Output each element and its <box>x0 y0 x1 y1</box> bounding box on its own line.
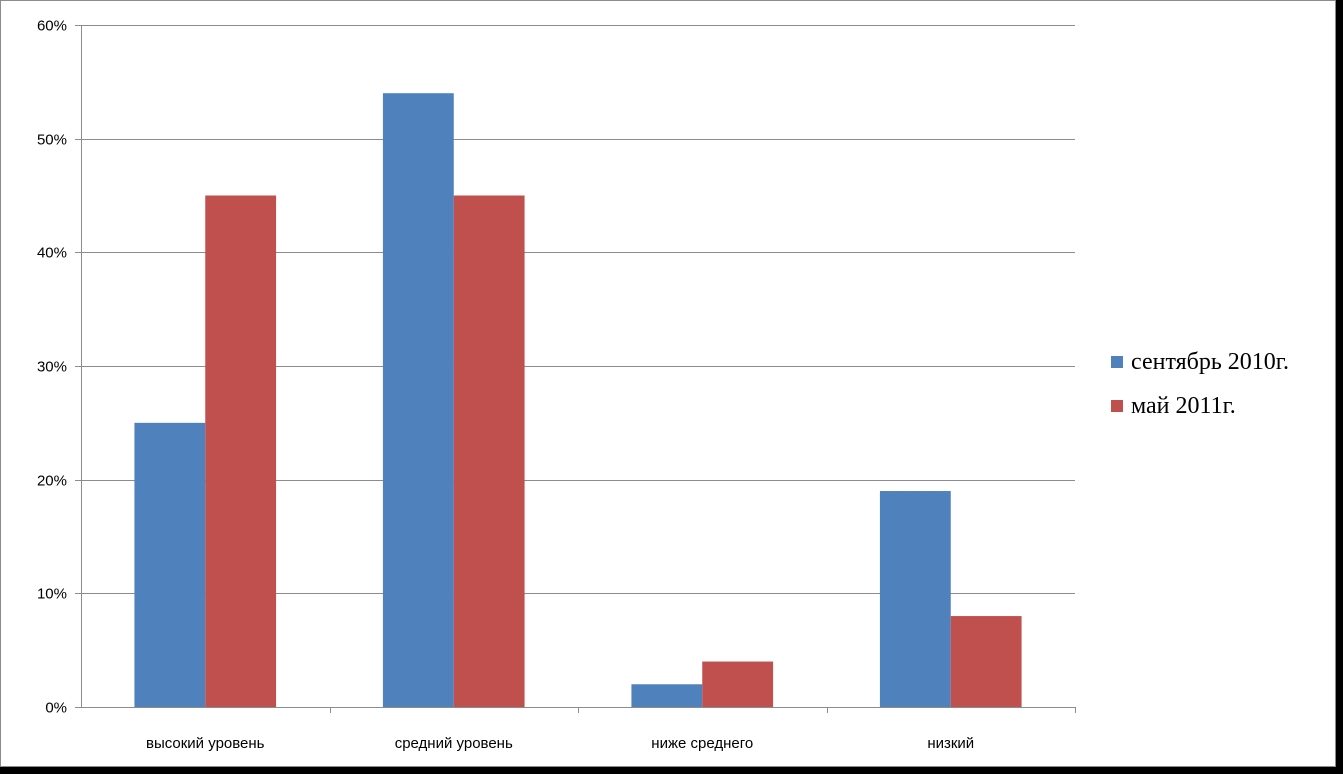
x-tick-label: ниже среднего <box>651 735 753 752</box>
bar <box>205 195 277 707</box>
legend-label: май 2011г. <box>1131 393 1236 419</box>
bar <box>950 616 1022 707</box>
y-tick-labels: 0% 10% 20% 30% 40% 50% 60% <box>37 18 67 717</box>
y-tick-label: 30% <box>37 359 67 376</box>
legend-swatch <box>1111 356 1123 368</box>
axes <box>75 25 1076 713</box>
x-tick-labels: высокий уровень средний уровень ниже средн… <box>146 735 974 752</box>
y-tick-label: 20% <box>37 473 67 490</box>
bar <box>631 684 703 707</box>
legend-label: сентябрь 2010г. <box>1131 349 1289 375</box>
legend-swatch <box>1111 400 1123 412</box>
y-tick-label: 0% <box>45 700 67 717</box>
y-tick-label: 40% <box>37 245 67 262</box>
bar <box>702 661 774 707</box>
x-tick-label: высокий уровень <box>146 735 265 752</box>
bar <box>879 491 951 707</box>
legend: сентябрь 2010г. май 2011г. <box>1111 349 1289 419</box>
y-tick-label: 50% <box>37 132 67 149</box>
y-tick-label: 10% <box>37 586 67 603</box>
bar <box>453 195 525 707</box>
bar <box>382 93 454 707</box>
y-tick-label: 60% <box>37 18 67 35</box>
bars <box>134 93 1022 707</box>
bar <box>134 422 206 707</box>
x-tick-label: низкий <box>927 735 974 752</box>
x-tick-label: средний уровень <box>395 735 513 752</box>
